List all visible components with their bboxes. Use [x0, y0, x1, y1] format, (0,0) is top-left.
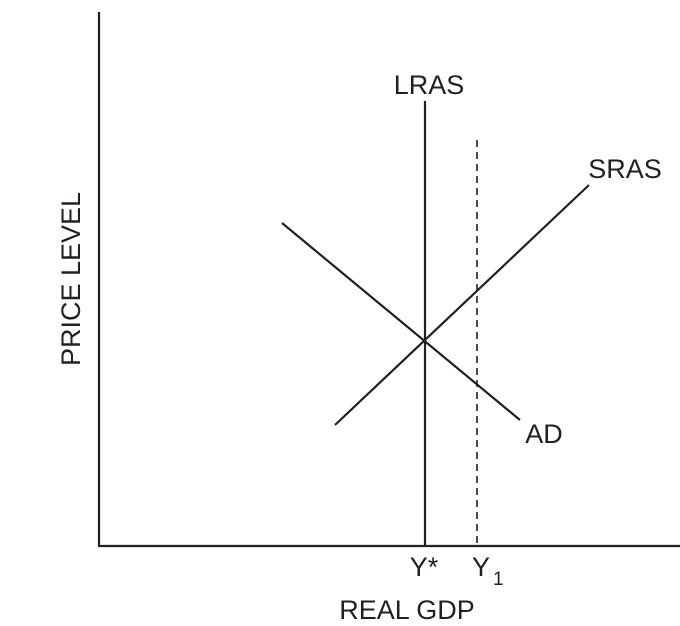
y1-tick-label: Y [472, 552, 490, 582]
lras-label: LRAS [394, 70, 465, 100]
y-axis-label: PRICE LEVEL [56, 192, 86, 366]
y1-tick-subscript: 1 [493, 569, 504, 590]
sras-curve [334, 184, 590, 426]
sras-label: SRAS [588, 154, 662, 184]
ad-label: AD [525, 419, 563, 449]
ad-curve [281, 222, 521, 421]
y-star-tick-label: Y* [410, 552, 439, 582]
x-axis-label: REAL GDP [339, 595, 475, 625]
